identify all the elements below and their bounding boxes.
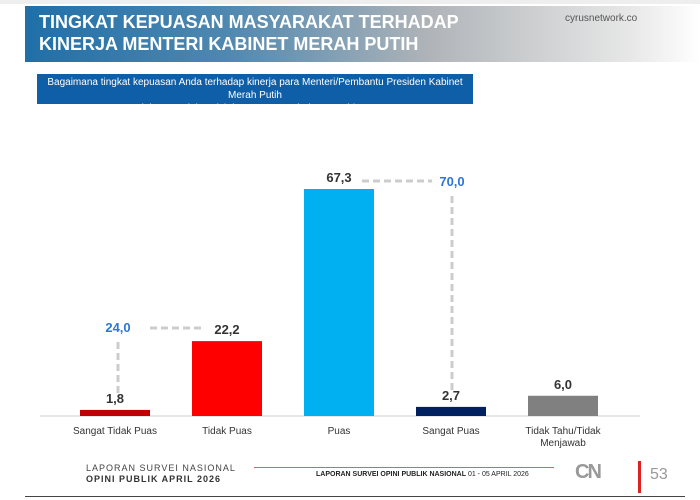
value-label-1: 22,2 xyxy=(214,322,239,337)
value-label-4: 6,0 xyxy=(554,377,572,392)
category-label-2: Puas xyxy=(328,426,351,437)
value-label-0: 1,8 xyxy=(106,391,124,406)
category-label-3: Sangat Puas xyxy=(422,426,479,437)
bar-0 xyxy=(80,409,150,416)
page-number: 53 xyxy=(650,466,668,483)
footer-center: LAPORAN SURVEI OPINI PUBLIK NASIONAL 01 … xyxy=(316,471,529,478)
footer-report-label: LAPORAN SURVEI NASIONAL xyxy=(86,463,236,473)
title-line-2: KINERJA MENTERI KABINET MERAH PUTIH xyxy=(39,34,419,54)
question-line-1: Bagaimana tingkat kepuasan Anda terhadap… xyxy=(47,77,463,101)
footer-date: 01 - 05 APRIL 2026 xyxy=(467,471,529,478)
cyrus-logo: CN xyxy=(575,461,602,483)
category-label-0: Sangat Tidak Puas xyxy=(73,426,157,437)
category-label-1: Tidak Puas xyxy=(202,426,252,437)
bar-chart: 1,8 Sangat Tidak Puas 22,2 Tidak Puas 67,3 Pu… xyxy=(40,170,640,449)
category-label-4: Tidak Tahu/Tidak xyxy=(525,426,601,437)
bar-1 xyxy=(192,341,262,416)
bar-4 xyxy=(528,395,598,416)
top-divider xyxy=(0,0,700,4)
title-line-1: TINGKAT KEPUASAN MASYARAKAT TERHADAP xyxy=(39,12,459,32)
page-title: TINGKAT KEPUASAN MASYARAKAT TERHADAP KINE… xyxy=(39,11,459,55)
combined-label-1: 70,0 xyxy=(439,174,464,189)
bar-3 xyxy=(416,406,486,416)
bottom-divider xyxy=(25,496,685,497)
site-url: cyrusnetwork.co xyxy=(565,13,638,24)
header-banner: TINGKAT KEPUASAN MASYARAKAT TERHADAP KINE… xyxy=(25,6,700,62)
bar-2 xyxy=(304,189,374,416)
footer-center-title: LAPORAN SURVEI OPINI PUBLIK NASIONAL xyxy=(316,471,466,478)
footer-red-bar xyxy=(638,461,641,493)
question-box: Bagaimana tingkat kepuasan Anda terhadap… xyxy=(37,74,473,114)
combined-label-0: 24,0 xyxy=(105,320,130,335)
question-line-2: dalam menjalan visi dan program priorita… xyxy=(138,103,372,114)
category-label-4: Menjawab xyxy=(540,438,586,449)
value-label-3: 2,7 xyxy=(442,388,460,403)
value-label-2: 67,3 xyxy=(326,170,351,185)
footer-red-line xyxy=(254,467,554,468)
footer-report-title: OPINI PUBLIK APRIL 2026 xyxy=(86,474,222,484)
